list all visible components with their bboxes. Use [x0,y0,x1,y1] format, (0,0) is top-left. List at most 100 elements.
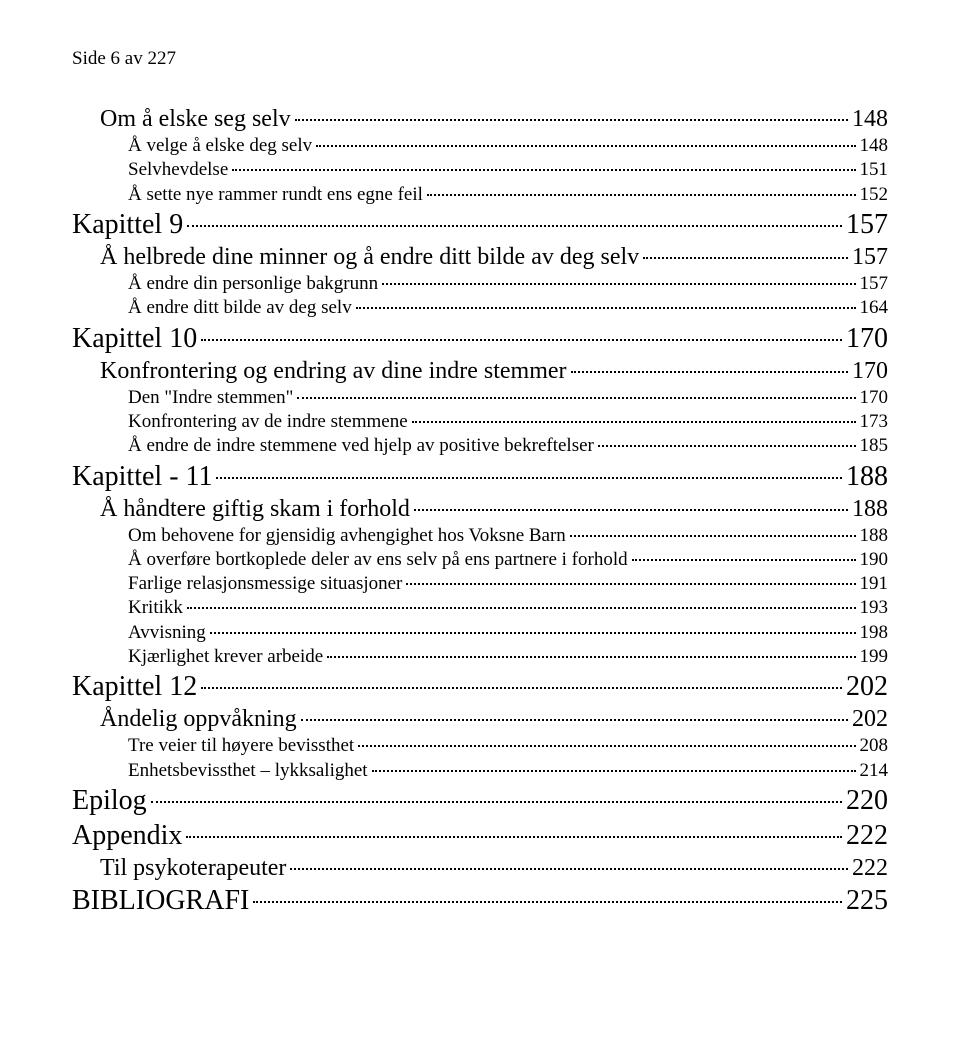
toc-leader-dots [297,397,855,399]
toc-entry[interactable]: BIBLIOGRAFI 225 [72,883,888,918]
toc-entry-page: 157 [852,242,888,272]
toc-entry-page: 148 [852,104,888,134]
toc-leader-dots [216,477,842,479]
toc-entry[interactable]: Kapittel 12 202 [72,669,888,704]
toc-leader-dots [382,283,855,285]
toc-leader-dots [427,194,856,196]
toc-entry-page: 193 [860,596,889,620]
toc-leader-dots [232,169,855,171]
toc-leader-dots [253,901,842,903]
toc-entry-label: Kapittel - 11 [72,459,212,494]
toc-entry-label: Å sette nye rammer rundt ens egne feil [128,183,423,207]
toc-leader-dots [210,632,856,634]
toc-entry-label: Å overføre bortkoplede deler av ens selv… [128,548,628,572]
toc-entry-label: Selvhevdelse [128,158,228,182]
toc-entry-page: 170 [860,386,889,410]
toc-entry[interactable]: Kapittel 9157 [72,207,888,242]
toc-entry-label: Den "Indre stemmen" [128,386,293,410]
toc-entry-page: 148 [860,134,889,158]
toc-entry[interactable]: Kritikk 193 [128,596,888,620]
toc-entry-label: Konfrontering og endring av dine indre s… [100,356,567,386]
toc-entry[interactable]: Selvhevdelse 151 [128,158,888,182]
toc-leader-dots [406,583,855,585]
toc-leader-dots [151,801,842,803]
toc-entry-page: 222 [852,853,888,883]
toc-entry[interactable]: Enhetsbevissthet – lykksalighet214 [128,759,888,783]
toc-entry[interactable]: Avvisning 198 [128,621,888,645]
toc-entry-label: Tre veier til høyere bevissthet [128,734,354,758]
toc-leader-dots [570,535,856,537]
toc-leader-dots [187,607,856,609]
toc-entry[interactable]: Kjærlighet krever arbeide 199 [128,645,888,669]
toc-entry-page: 222 [846,818,888,853]
toc-entry[interactable]: Å helbrede dine minner og å endre ditt b… [100,242,888,272]
toc-entry[interactable]: Om å elske seg selv148 [100,104,888,134]
toc-entry[interactable]: Appendix 222 [72,818,888,853]
toc-entry-page: 202 [846,669,888,704]
toc-entry-page: 225 [846,883,888,918]
page-container: Side 6 av 227 Om å elske seg selv148Å ve… [0,0,960,966]
toc-entry-label: Epilog [72,783,147,818]
toc-entry-label: Appendix [72,818,182,853]
toc-entry-page: 202 [852,704,888,734]
toc-entry-label: Kritikk [128,596,183,620]
toc-entry[interactable]: Kapittel 10170 [72,321,888,356]
toc-entry[interactable]: Å velge å elske deg selv 148 [128,134,888,158]
toc-leader-dots [412,421,856,423]
toc-entry[interactable]: Kapittel - 11 188 [72,459,888,494]
toc-entry[interactable]: Tre veier til høyere bevissthet 208 [128,734,888,758]
toc-entry[interactable]: Å endre din personlige bakgrunn157 [128,272,888,296]
toc-entry-page: 188 [852,494,888,524]
toc-entry-label: Enhetsbevissthet – lykksalighet [128,759,368,783]
toc-entry-page: 191 [860,572,889,596]
toc-leader-dots [571,371,848,373]
toc-entry[interactable]: Til psykoterapeuter 222 [100,853,888,883]
toc-entry[interactable]: Å endre de indre stemmene ved hjelp av p… [128,434,888,458]
toc-entry[interactable]: Den "Indre stemmen" 170 [128,386,888,410]
toc-entry-page: 208 [860,734,889,758]
toc-leader-dots [301,719,848,721]
toc-entry[interactable]: Å endre ditt bilde av deg selv 164 [128,296,888,320]
toc-leader-dots [356,307,856,309]
toc-leader-dots [632,559,856,561]
toc-entry[interactable]: Å sette nye rammer rundt ens egne feil 15… [128,183,888,207]
toc-entry-page: 164 [860,296,889,320]
toc-entry-page: 152 [860,183,889,207]
toc-entry[interactable]: Farlige relasjonsmessige situasjoner 191 [128,572,888,596]
toc-entry-label: Kapittel 9 [72,207,183,242]
toc-leader-dots [187,225,842,227]
toc-leader-dots [201,687,842,689]
toc-entry-label: Å håndtere giftig skam i forhold [100,494,410,524]
toc-entry-page: 198 [860,621,889,645]
page-header: Side 6 av 227 [72,48,888,70]
toc-entry[interactable]: Å overføre bortkoplede deler av ens selv… [128,548,888,572]
toc-leader-dots [358,745,855,747]
toc-entry-label: Å velge å elske deg selv [128,134,312,158]
toc-entry[interactable]: Konfrontering og endring av dine indre s… [100,356,888,386]
toc-entry-page: 151 [860,158,889,182]
toc-entry-label: Kapittel 12 [72,669,197,704]
toc-entry[interactable]: Epilog 220 [72,783,888,818]
toc-entry-page: 157 [860,272,889,296]
toc-entry-page: 188 [846,459,888,494]
toc-entry-page: 185 [860,434,889,458]
toc-entry[interactable]: Konfrontering av de indre stemmene173 [128,410,888,434]
toc-entry[interactable]: Åndelig oppvåkning 202 [100,704,888,734]
toc-entry-label: Farlige relasjonsmessige situasjoner [128,572,402,596]
toc-leader-dots [598,445,856,447]
toc-leader-dots [414,509,848,511]
toc-entry[interactable]: Å håndtere giftig skam i forhold 188 [100,494,888,524]
toc-entry-label: BIBLIOGRAFI [72,883,249,918]
toc-entry-label: Åndelig oppvåkning [100,704,297,734]
toc-entry[interactable]: Om behovene for gjensidig avhengighet ho… [128,524,888,548]
toc-entry-page: 199 [860,645,889,669]
toc-entry-label: Avvisning [128,621,206,645]
toc-entry-page: 190 [860,548,889,572]
toc-entry-label: Om behovene for gjensidig avhengighet ho… [128,524,566,548]
toc-entry-label: Kjærlighet krever arbeide [128,645,323,669]
toc-entry-page: 220 [846,783,888,818]
toc-leader-dots [372,770,856,772]
toc-entry-label: Å endre ditt bilde av deg selv [128,296,352,320]
toc-entry-label: Til psykoterapeuter [100,853,286,883]
toc-entry-page: 170 [852,356,888,386]
